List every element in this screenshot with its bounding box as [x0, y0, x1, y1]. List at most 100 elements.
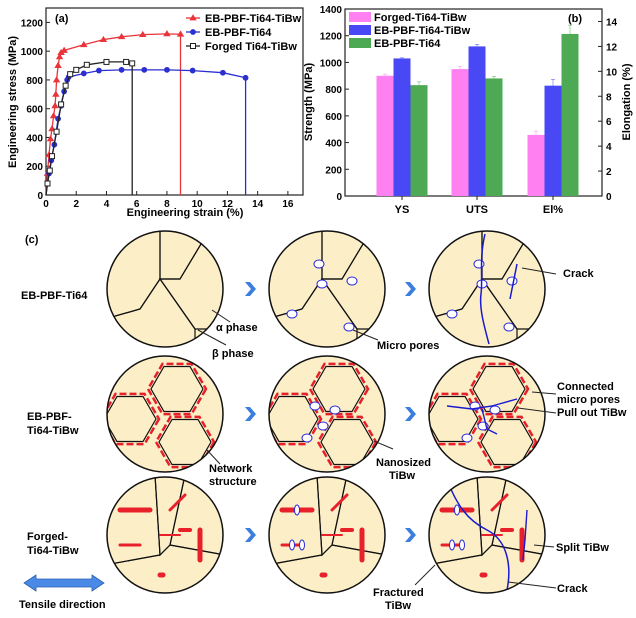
micro-pore [473, 259, 485, 269]
bar-el-2 [561, 33, 579, 196]
lamella-line [0, 0, 185, 81]
lamella-line [0, 0, 185, 81]
grain-content [0, 0, 223, 593]
lamella-line [25, 0, 162, 154]
lamella-line [0, 0, 227, 6]
tensile-direction-arrow-icon [23, 574, 105, 592]
y2-tick-label: 6 [606, 117, 612, 128]
triangle-marker [139, 30, 147, 38]
annotations-row-2: Network structure Nanosized TiBw Connect… [206, 381, 627, 488]
lamella-line [0, 0, 223, 14]
grain-boundary [331, 477, 385, 556]
bar-ys-2 [410, 85, 428, 196]
triangle-marker [163, 30, 171, 37]
panel-b-y-axis-label: Strength (MPa) [303, 63, 315, 142]
y-tick-label: 200 [26, 162, 43, 173]
circle-row2-stage2 [0, 0, 386, 473]
lamella-line [0, 0, 188, 71]
tensile-direction-label: Tensile direction [19, 599, 106, 611]
square-marker [83, 61, 90, 68]
triangle-marker [117, 32, 126, 40]
lamella-line [0, 0, 204, 13]
y-tick-label: 1400 [320, 5, 343, 16]
tibw-network [154, 415, 216, 469]
lamella-line [0, 0, 189, 86]
circle-row2-stage3 [0, 0, 546, 473]
tibw-whisker [330, 493, 349, 512]
grain-content [0, 0, 378, 469]
lamella-line [0, 0, 202, 18]
legend-item: Forged Ti64-TiBw [186, 41, 297, 53]
y-tick-label: 0 [336, 192, 342, 203]
micro-pore [299, 539, 305, 551]
micro-pore [454, 504, 460, 516]
lamella-line [0, 0, 223, 14]
circle-row1-stage1 [106, 230, 224, 348]
legend-label: EB-PBF-Ti64 [374, 38, 441, 50]
tibw-network [468, 362, 530, 416]
circle-marker [219, 69, 226, 76]
y-tick-label: 800 [325, 85, 342, 96]
microstructure-circles [0, 0, 546, 594]
circle-row3-stage2 [0, 0, 386, 594]
crack-leader-row1 [521, 267, 557, 275]
grain-background [429, 231, 545, 347]
circle-marker [96, 67, 102, 74]
grain-boundary [107, 544, 223, 593]
legend-item: EB-PBF-Ti64-TiBw [349, 25, 471, 37]
panel-a-series [43, 30, 249, 196]
crack-label-row1: Crack [563, 268, 594, 280]
square-marker [190, 43, 196, 49]
circle-outline [428, 230, 546, 348]
lamella-line [0, 0, 205, 205]
grain-content [0, 0, 545, 347]
triangle-marker [51, 102, 59, 109]
grain-content [0, 0, 538, 469]
circle-row3-stage1 [0, 0, 224, 594]
circle-row1-stage2 [268, 230, 386, 348]
y-tick-label: 600 [325, 112, 342, 123]
circle-row3-stage3 [0, 0, 546, 594]
legend-item: Forged-Ti64-TiBw [349, 12, 467, 24]
lamella-line [0, 0, 204, 13]
split-tibw-label: Split TiBw [556, 542, 609, 554]
x-tick-label: 8 [164, 199, 170, 210]
micro-pore [461, 433, 473, 443]
panel-b-x-ticks: YS UTS El% [395, 196, 563, 216]
x-tick-label: El% [543, 204, 563, 216]
x-tick-label: 10 [192, 199, 204, 210]
lamella-line [0, 0, 189, 86]
lamella-line [25, 0, 162, 154]
bar-uts-1 [468, 46, 486, 197]
nanosized-leader [373, 440, 394, 450]
lamella-line [0, 0, 185, 81]
circle-outline [428, 476, 546, 594]
square-marker [123, 58, 130, 65]
micro-pore [313, 259, 325, 269]
circle-marker [80, 70, 87, 77]
lamella-line [0, 0, 6, 211]
panel-a-y-ticks: 0 200 400 600 800 1000 1200 [21, 18, 50, 202]
triangle-marker [55, 53, 64, 60]
chevron-right-icon [405, 282, 416, 296]
annotations-row-1: α phase β phase Micro pores Crack [197, 267, 594, 360]
row-label-forged-line1: Forged- [27, 531, 68, 543]
alpha-phase-leader [211, 309, 231, 323]
lamella-line [25, 0, 162, 154]
micro-pore [346, 276, 358, 286]
triangle-marker [52, 76, 61, 83]
micro-pore [294, 504, 300, 516]
circle-outline [268, 230, 386, 348]
fractured-label-line1: Fractured [373, 587, 424, 599]
crack-line [481, 408, 498, 435]
panel-a-label: (a) [55, 13, 69, 25]
circle-marker [118, 66, 125, 73]
square-marker [129, 60, 136, 67]
micro-pore [343, 322, 355, 332]
legend-item: EB-PBF-Ti64-TiBw [186, 13, 302, 25]
y-tick-label: 0 [37, 191, 43, 202]
y-tick-label: 400 [26, 133, 43, 144]
circle-outline [268, 476, 386, 594]
triangle-marker [99, 35, 108, 43]
